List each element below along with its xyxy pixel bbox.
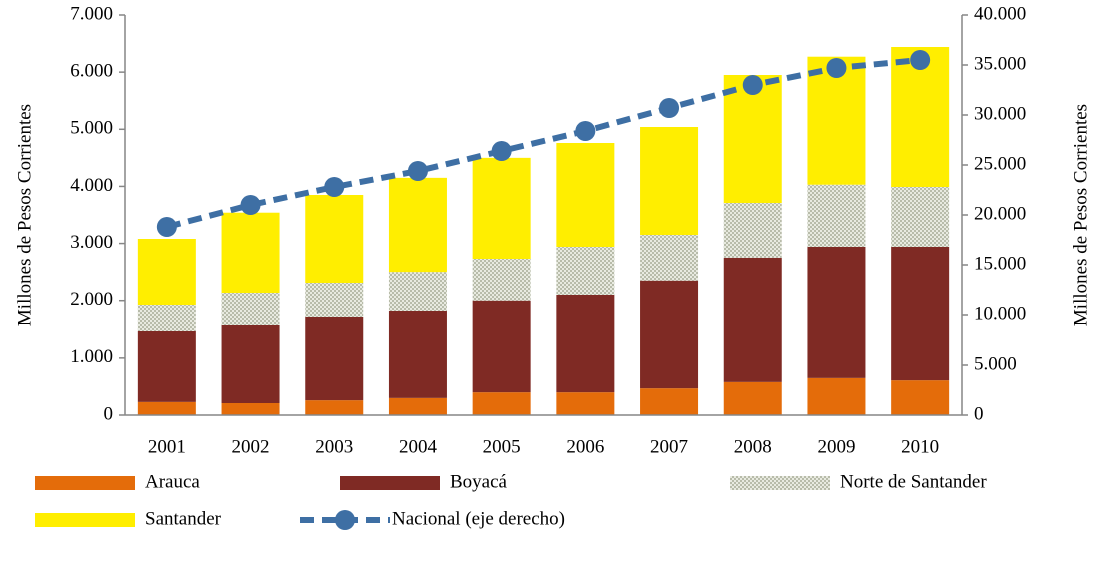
bar-segment: [137, 305, 196, 331]
bar-segment: [640, 235, 699, 281]
legend-marker: [335, 510, 355, 530]
y2-tick-label: 30.000: [974, 103, 1026, 124]
line-point: [491, 141, 512, 161]
bar-segment: [137, 331, 196, 402]
y-tick-label: 0: [104, 403, 114, 424]
bar-segment: [891, 380, 950, 415]
y-tick-label: 4.000: [70, 175, 113, 196]
bar-segment: [891, 47, 950, 187]
bar-segment: [221, 293, 280, 325]
line-point: [156, 217, 177, 237]
bar-segment: [305, 317, 364, 401]
line-point: [575, 121, 596, 141]
x-tick-label: 2005: [483, 436, 521, 457]
x-tick-label: 2007: [650, 436, 688, 457]
y2-tick-label: 20.000: [974, 203, 1026, 224]
bar-segment: [388, 272, 447, 311]
legend-label: Santander: [145, 508, 222, 529]
bar-segment: [891, 247, 950, 381]
bar-segment: [891, 187, 950, 247]
x-tick-label: 2004: [399, 436, 438, 457]
bar-segment: [472, 300, 531, 393]
bar-segment: [221, 403, 280, 415]
bar-segment: [723, 203, 782, 258]
legend-label: Arauca: [145, 471, 200, 492]
legend-label: Boyacá: [450, 471, 508, 492]
bar-segment: [556, 143, 615, 247]
bar-segment: [640, 280, 699, 389]
y2-tick-label: 25.000: [974, 153, 1026, 174]
line-point: [742, 75, 763, 95]
y-axis-label: Millones de Pesos Corrientes: [14, 104, 35, 326]
x-tick-label: 2010: [901, 436, 939, 457]
bar-segment: [556, 247, 615, 295]
bar-segment: [388, 177, 447, 273]
bar-segment: [472, 392, 531, 415]
bar-segment: [723, 75, 782, 203]
y2-tick-label: 5.000: [974, 353, 1017, 374]
line: [166, 57, 921, 230]
x-tick-label: 2001: [148, 436, 186, 457]
bar-segment: [640, 388, 699, 415]
bar-segment: [137, 401, 196, 415]
x-tick-label: 2006: [566, 436, 604, 457]
bar-segment: [472, 157, 531, 259]
y2-tick-label: 40.000: [974, 3, 1026, 24]
y-tick-label: 5.000: [70, 118, 113, 139]
bar-segment: [723, 257, 782, 382]
y2-tick-label: 10.000: [974, 303, 1026, 324]
x-tick-label: 2009: [817, 436, 855, 457]
y2-tick-label: 35.000: [974, 53, 1026, 74]
bar-segment: [807, 56, 866, 185]
bar-segment: [388, 397, 447, 415]
legend-swatch: [35, 476, 135, 490]
bar-segment: [807, 377, 866, 415]
bar-segment: [807, 184, 866, 247]
legend-swatch: [730, 476, 830, 490]
bar-segment: [556, 295, 615, 393]
legend-label: Norte de Santander: [840, 471, 987, 492]
bar-segment: [472, 259, 531, 301]
line-point: [826, 58, 847, 78]
line-point: [407, 161, 428, 181]
legend-label: Nacional (eje derecho): [392, 508, 565, 529]
x-tick-label: 2008: [734, 436, 772, 457]
y-tick-label: 2.000: [70, 289, 113, 310]
bar-segment: [137, 239, 196, 305]
y-tick-label: 1.000: [70, 346, 113, 367]
bar-segment: [556, 392, 615, 415]
bar-segment: [723, 381, 782, 415]
y2-tick-label: 15.000: [974, 253, 1026, 274]
line-point: [659, 98, 680, 118]
bar-segment: [305, 283, 364, 317]
y2-axis-label: Millones de Pesos Corrientes: [1070, 104, 1091, 326]
bar-segment: [305, 400, 364, 415]
legend-swatch: [35, 513, 135, 527]
x-tick-label: 2003: [315, 436, 353, 457]
bar-segment: [221, 212, 280, 293]
line-point: [324, 177, 345, 197]
bar-segment: [305, 195, 364, 283]
bar-segment: [640, 127, 699, 235]
y-tick-label: 7.000: [70, 3, 113, 24]
y-tick-label: 3.000: [70, 232, 113, 253]
y-tick-label: 6.000: [70, 61, 113, 82]
line-point: [910, 50, 931, 70]
x-tick-label: 2002: [232, 436, 270, 457]
bar-segment: [807, 247, 866, 378]
y2-tick-label: 0: [974, 403, 984, 424]
line-point: [240, 195, 261, 215]
bar-segment: [221, 325, 280, 403]
legend-swatch: [340, 476, 440, 490]
bar-segment: [388, 311, 447, 398]
